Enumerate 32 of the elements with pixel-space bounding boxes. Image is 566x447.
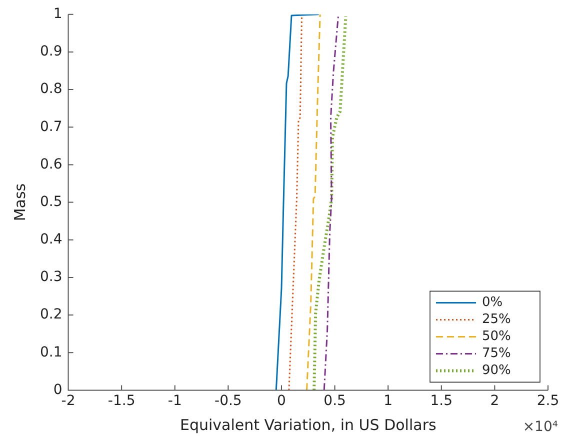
y-tick-label: 0.2 [40, 306, 62, 323]
legend-label: 0% [482, 295, 503, 310]
line-series [323, 14, 340, 390]
x-axis-title: Equivalent Variation, in US Dollars [180, 416, 436, 434]
x-tick-label: -1.5 [108, 393, 136, 410]
y-tick-label: 0 [53, 382, 62, 398]
x-tick-label: -2 [61, 393, 76, 410]
x-tick-label: -0.5 [214, 393, 242, 410]
y-tick-label: 0.1 [40, 344, 62, 360]
y-tick-label: 0.8 [40, 81, 62, 98]
legend-label: 90% [482, 363, 511, 378]
y-tick-label: 0.7 [40, 118, 62, 135]
x-tick-label: -1 [168, 393, 182, 410]
legend-label: 25% [482, 312, 511, 328]
y-tick-label: 1 [53, 6, 62, 22]
x-tick-label: 2.5 [536, 393, 560, 410]
x-tick-label: 1.5 [430, 393, 453, 410]
x-tick-label: 0 [277, 393, 286, 410]
y-axis-title: Mass [10, 183, 29, 222]
line-series [306, 14, 321, 390]
y-tick-label: 0.9 [40, 44, 62, 60]
line-series [312, 14, 348, 390]
x-tick-label: 0.5 [324, 393, 346, 410]
legend-label: 75% [482, 346, 511, 362]
y-tick-label: 0.3 [40, 269, 62, 286]
text: ×10⁴ [522, 418, 558, 435]
y-tick-label: 0.5 [40, 194, 62, 210]
x-tick-label: 1 [384, 393, 393, 410]
y-tick-label: 0.6 [40, 156, 62, 172]
legend-label: 50% [482, 329, 511, 344]
x-tick-label: 2 [490, 393, 500, 410]
y-tick-label: 0.4 [40, 232, 62, 248]
